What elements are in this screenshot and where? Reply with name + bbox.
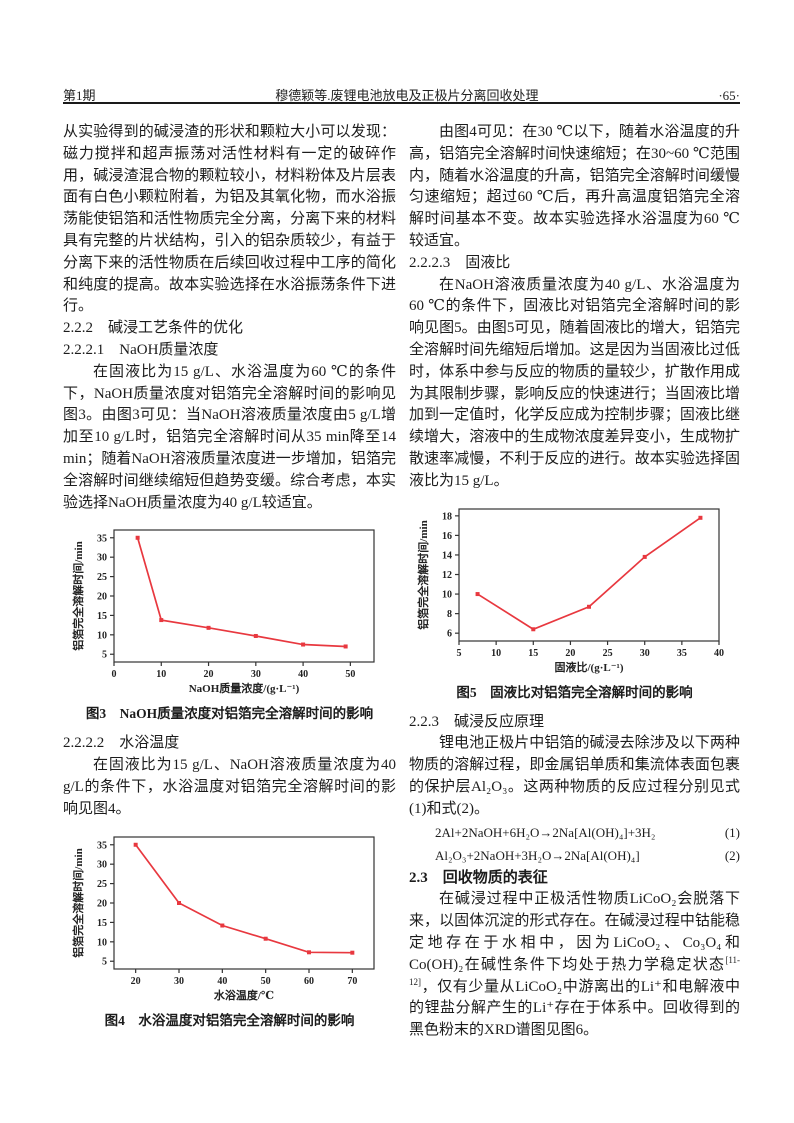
left-column: 从实验得到的碱浸渣的形状和颗粒大小可以发现：磁力搅拌和超声振荡对活性材料有一定的… [63,122,396,1040]
body-paragraph: 在NaOH溶液质量浓度为40 g/L、水浴温度为60 ℃的条件下，固液比对铝箔完… [409,276,740,489]
figure-3: 0 10 20 30 40 50 5 10 15 20 25 30 35 NaOH质量浓度/(g·L⁻¹)… [63,522,396,723]
svg-text:5: 5 [102,650,107,661]
svg-text:18: 18 [442,511,452,522]
svg-text:0: 0 [111,669,116,680]
fig5-line-chart: 5 10 15 20 25 30 35 40 6 8 10 12 14 16 18 固液比/(g·L⁻¹) 铝箔… [416,507,724,674]
svg-text:35: 35 [97,534,107,545]
svg-text:30: 30 [97,553,107,564]
equation-2-formula: Al₂O₃+2NaOH+3H₂O→2Na[Al(OH)₄] [435,847,640,863]
svg-text:固液比/(g·L⁻¹): 固液比/(g·L⁻¹) [554,660,623,674]
equation-1-number: (1) [724,824,740,840]
svg-text:30: 30 [97,859,107,870]
section-heading-2-3: 2.3 回收物质的表征 [409,869,548,886]
svg-text:铝箔完全溶解时间/min: 铝箔完全溶解时间/min [71,542,85,651]
svg-text:10: 10 [97,937,107,948]
figure-4: 20 30 40 50 60 70 5 10 15 20 25 30 35 水浴温度/℃ 铝箔完全溶解时间/… [63,829,396,1030]
figure-5: 5 10 15 20 25 30 35 40 6 8 10 12 14 16 18 固液比/(g·L⁻¹) 铝箔… [409,501,740,702]
svg-text:10: 10 [442,589,452,600]
svg-text:14: 14 [442,550,452,561]
fig3-caption: 图3 NaOH质量浓度对铝箔完全溶解时间的影响 [85,706,374,722]
svg-text:40: 40 [217,976,227,987]
page-header: 第1期 穆德颖等.废锂电池放电及正极片分离回收处理 ·65· [63,85,740,104]
svg-text:10: 10 [97,631,107,642]
svg-text:35: 35 [97,840,107,851]
svg-text:20: 20 [565,648,575,659]
citation-superscript: [11-12] [409,954,740,987]
svg-text:60: 60 [304,976,314,987]
section-heading-2-2-2-1: 2.2.2.1 NaOH质量浓度 [63,341,219,358]
svg-text:15: 15 [97,917,107,928]
body-paragraph: 从实验得到的碱浸渣的形状和颗粒大小可以发现：磁力搅拌和超声振荡对活性材料有一定的… [63,124,396,315]
fig4-line-chart: 20 30 40 50 60 70 5 10 15 20 25 30 35 水浴温度/℃ 铝箔完全溶解时间/… [71,835,375,1002]
svg-text:20: 20 [130,976,140,987]
svg-text:30: 30 [174,976,184,987]
svg-text:50: 50 [345,669,355,680]
svg-text:20: 20 [97,898,107,909]
section-heading-2-2-2: 2.2.2 碱浸工艺条件的优化 [63,320,244,337]
svg-text:25: 25 [97,572,107,583]
equation-2-number: (2) [724,847,740,863]
svg-text:25: 25 [97,879,107,890]
fig4-caption: 图4 水浴温度对铝箔完全溶解时间的影响 [104,1012,355,1028]
svg-text:铝箔完全溶解时间/min: 铝箔完全溶解时间/min [71,848,85,957]
equation-2: Al₂O₃+2NaOH+3H₂O→2Na[Al(OH)₄] (2) [409,845,740,867]
svg-text:5: 5 [102,956,107,967]
svg-text:35: 35 [676,648,686,659]
body-paragraph: 在固液比为15 g/L、NaOH溶液质量浓度为40 g/L的条件下，水浴温度对铝… [63,757,396,817]
svg-text:10: 10 [491,648,501,659]
section-heading-2-2-2-2: 2.2.2.2 水浴温度 [63,735,180,752]
body-paragraph: 在固液比为15 g/L、水浴温度为60 ℃的条件下，NaOH质量浓度对铝箔完全溶… [63,363,396,511]
svg-text:40: 40 [714,648,724,659]
body-paragraph: 在碱浸过程中正极活性物质LiCoO₂会脱落下来，以固体沉淀的形式存在。在碱浸过程… [409,889,740,1042]
section-heading-2-2-3: 2.2.3 碱浸反应原理 [409,713,545,730]
svg-text:12: 12 [442,570,452,581]
svg-text:16: 16 [442,530,452,541]
svg-text:10: 10 [156,669,166,680]
svg-text:水浴温度/℃: 水浴温度/℃ [213,988,273,1002]
svg-text:8: 8 [447,609,452,620]
svg-text:20: 20 [203,669,213,680]
svg-text:铝箔完全溶解时间/min: 铝箔完全溶解时间/min [416,520,430,629]
svg-text:20: 20 [97,592,107,603]
page-number: ·65· [718,88,740,103]
running-title: 穆德颖等.废锂电池放电及正极片分离回收处理 [275,88,539,103]
body-paragraph: 锂电池正极片中铝箔的碱浸去除涉及以下两种物质的溶解过程，即金属铝单质和集流体表面… [409,735,740,817]
svg-text:15: 15 [528,648,538,659]
equation-1: 2Al+2NaOH+6H₂O→2Na[Al(OH)₄]+3H₂ (1) [409,822,740,844]
fig5-caption: 图5 固液比对铝箔完全溶解时间的影响 [456,684,693,700]
section-heading-2-2-2-3: 2.2.2.3 固液比 [409,254,511,271]
svg-text:5: 5 [456,648,461,659]
svg-text:40: 40 [298,669,308,680]
body-paragraph: 由图4可见：在30 ℃以下，随着水浴温度的升高，铝箔完全溶解时间快速缩短；在30… [409,124,740,249]
svg-text:70: 70 [347,976,357,987]
svg-text:25: 25 [602,648,612,659]
svg-text:NaOH质量浓度/(g·L⁻¹): NaOH质量浓度/(g·L⁻¹) [188,681,299,695]
paragraph-text: ，仅有少量从LiCoO₂中游离出的Li⁺和电解液中的锂盐分解产生的Li⁺存在于体… [409,978,740,1039]
paragraph-text: 在碱浸过程中正极活性物质LiCoO₂会脱落下来，以固体沉淀的形式存在。在碱浸过程… [409,891,740,973]
svg-text:30: 30 [250,669,260,680]
header-rule [63,102,740,104]
svg-text:15: 15 [97,611,107,622]
journal-issue: 第1期 [63,88,96,103]
svg-text:6: 6 [447,628,452,639]
equation-1-formula: 2Al+2NaOH+6H₂O→2Na[Al(OH)₄]+3H₂ [435,824,656,840]
svg-text:50: 50 [260,976,270,987]
right-column: 由图4可见：在30 ℃以下，随着水浴温度的升高，铝箔完全溶解时间快速缩短；在30… [409,122,740,1042]
fig3-line-chart: 0 10 20 30 40 50 5 10 15 20 25 30 35 NaOH质量浓度/(g·L⁻¹)… [71,529,375,695]
svg-text:30: 30 [639,648,649,659]
